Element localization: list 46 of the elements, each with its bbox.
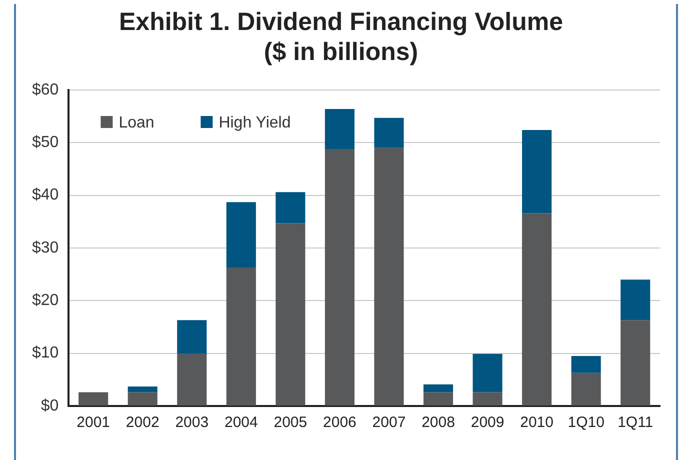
bar	[522, 130, 552, 214]
bar	[226, 202, 256, 268]
bar	[324, 108, 354, 149]
bar	[276, 223, 306, 406]
bar	[522, 213, 552, 406]
bar	[472, 354, 502, 392]
bar	[177, 320, 207, 354]
bar	[423, 392, 454, 406]
bar	[276, 192, 306, 224]
x-tick-label: 2005	[274, 414, 308, 432]
x-tick-label: 2006	[323, 414, 356, 432]
y-tick-label: $60	[32, 81, 59, 98]
y-tick-label: $0	[40, 397, 59, 414]
y-tick-label: $10	[32, 344, 59, 362]
x-tick-label: 1Q10	[568, 414, 604, 432]
bar	[423, 384, 454, 392]
bar	[472, 392, 502, 406]
chart-title: Exhibit 1. Dividend Financing Volume	[118, 8, 564, 36]
legend-label: High Yield	[218, 114, 291, 132]
bar	[374, 148, 404, 406]
y-tick-label: $20	[32, 292, 59, 310]
bar	[128, 392, 158, 406]
bar	[620, 320, 650, 406]
bar	[128, 386, 158, 392]
x-tick-label: 2004	[224, 414, 258, 432]
x-tick-label: 2009	[470, 414, 504, 432]
bar	[177, 354, 207, 406]
bar	[571, 356, 601, 373]
bar	[324, 148, 354, 406]
x-tick-label: 2001	[76, 414, 110, 432]
x-tick-label: 2010	[520, 414, 554, 432]
x-tick-label: 2003	[175, 414, 209, 432]
x-tick-label: 1Q11	[618, 414, 654, 432]
bar	[571, 372, 601, 406]
x-tick-label: 2002	[126, 414, 160, 432]
bar	[620, 280, 650, 320]
bar	[226, 267, 256, 406]
x-tick-label: 2007	[372, 414, 406, 432]
legend-label: Loan	[118, 114, 154, 132]
chart-subtitle: ($ in billions)	[264, 38, 418, 66]
y-tick-label: $30	[32, 239, 59, 256]
bar	[374, 118, 404, 148]
x-tick-label: 2008	[422, 414, 455, 432]
bar	[78, 392, 108, 406]
y-tick-label: $40	[32, 186, 59, 204]
y-tick-label: $50	[32, 134, 59, 152]
